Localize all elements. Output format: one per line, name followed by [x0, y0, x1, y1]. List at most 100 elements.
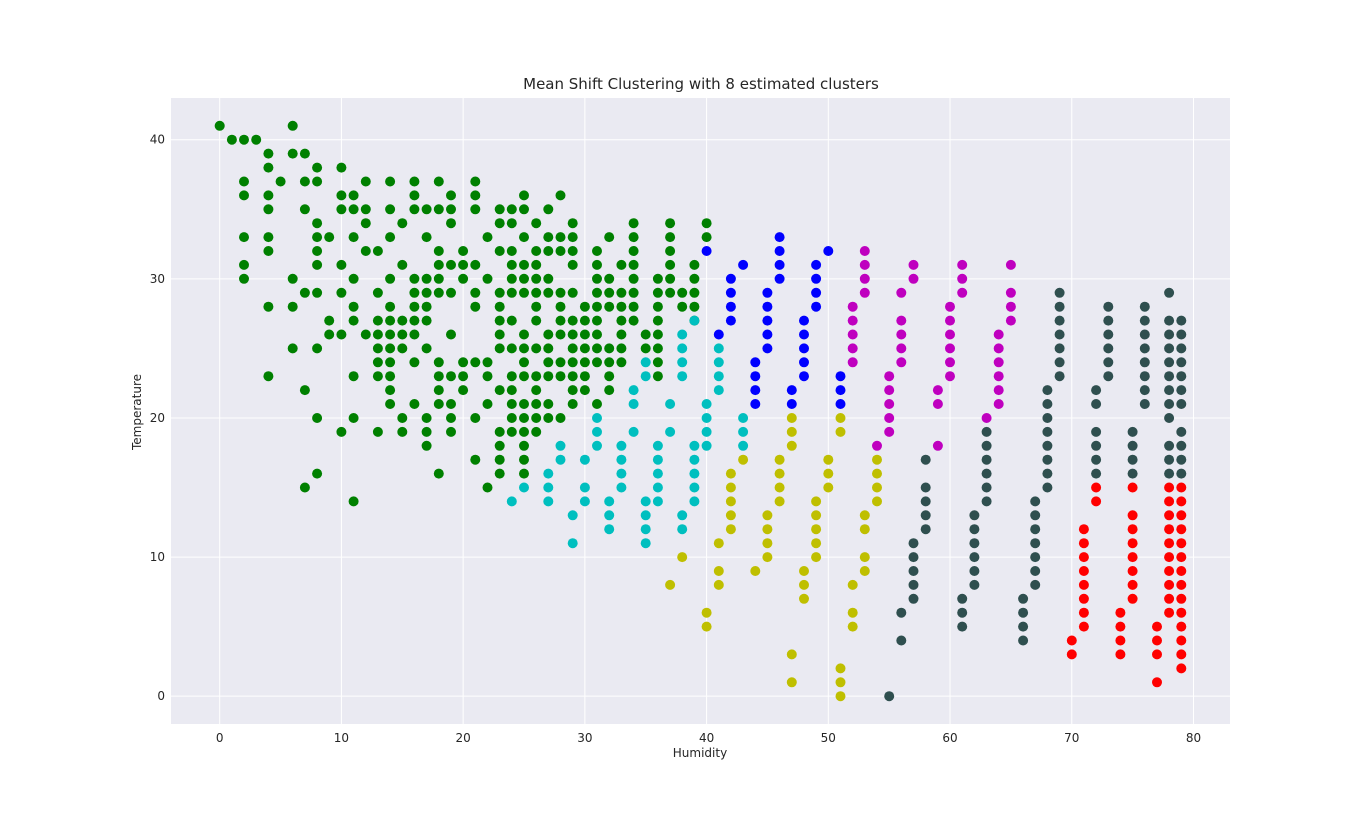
scatter-point — [519, 273, 529, 284]
scatter-point — [372, 343, 383, 354]
scatter-point — [421, 273, 432, 284]
scatter-point — [762, 287, 773, 298]
scatter-point — [531, 385, 542, 396]
scatter-point — [531, 273, 542, 284]
scatter-point — [470, 190, 481, 201]
scatter-point — [725, 496, 736, 507]
scatter-point — [312, 232, 323, 243]
scatter-point — [299, 148, 310, 159]
scatter-point — [628, 246, 639, 256]
scatter-point — [738, 454, 749, 465]
scatter-point — [251, 134, 262, 145]
scatter-point — [616, 301, 627, 312]
scatter-point — [1005, 287, 1016, 298]
scatter-point — [652, 440, 663, 451]
scatter-point — [616, 287, 627, 298]
scatter-point — [531, 371, 542, 382]
scatter-point — [689, 482, 700, 493]
scatter-point — [811, 301, 822, 312]
scatter-point — [1164, 371, 1175, 382]
scatter-point — [1176, 593, 1187, 604]
scatter-point — [774, 232, 785, 243]
scatter-point — [263, 371, 274, 382]
scatter-point — [616, 343, 627, 354]
scatter-point — [604, 232, 615, 243]
scatter-point — [835, 426, 846, 437]
scatter-point — [1176, 635, 1187, 646]
scatter-point — [677, 343, 688, 354]
scatter-point — [348, 273, 359, 284]
scatter-point — [701, 399, 712, 409]
scatter-point — [725, 301, 736, 312]
scatter-point — [1066, 635, 1077, 646]
scatter-point — [677, 371, 688, 382]
scatter-point — [555, 371, 566, 382]
scatter-point — [799, 357, 809, 368]
scatter-point — [1164, 468, 1175, 479]
scatter-point — [409, 357, 420, 368]
scatter-point — [567, 343, 578, 354]
scatter-point — [896, 607, 907, 618]
scatter-point — [287, 343, 298, 354]
scatter-point — [1042, 385, 1053, 396]
scatter-point — [324, 232, 335, 243]
scatter-point — [1042, 440, 1053, 451]
scatter-point — [1005, 315, 1016, 326]
scatter-point — [908, 273, 919, 284]
scatter-point — [725, 524, 736, 535]
scatter-point — [409, 399, 420, 409]
scatter-point — [409, 287, 420, 298]
scatter-point — [312, 413, 323, 423]
scatter-point — [239, 190, 249, 201]
scatter-point — [433, 357, 444, 368]
scatter-point — [543, 329, 554, 340]
scatter-point — [494, 440, 505, 451]
scatter-point — [1091, 385, 1102, 396]
scatter-point — [701, 218, 712, 229]
scatter-point — [494, 204, 505, 215]
scatter-point — [1164, 482, 1175, 493]
scatter-point — [1103, 343, 1114, 354]
scatter-point — [433, 385, 444, 396]
scatter-point — [847, 607, 858, 618]
scatter-point — [519, 399, 529, 409]
scatter-point — [774, 246, 785, 256]
scatter-point — [385, 343, 396, 354]
scatter-point — [1176, 482, 1187, 493]
scatter-point — [397, 218, 408, 229]
x-tick-label: 10 — [334, 731, 349, 745]
scatter-point — [409, 190, 420, 201]
scatter-point — [1176, 371, 1187, 382]
scatter-point — [519, 371, 529, 382]
scatter-point — [555, 329, 566, 340]
scatter-point — [799, 579, 809, 590]
scatter-point — [446, 329, 456, 340]
scatter-point — [640, 538, 651, 549]
scatter-point — [397, 315, 408, 326]
scatter-point — [725, 287, 736, 298]
scatter-point — [470, 176, 481, 187]
scatter-point — [713, 343, 724, 354]
scatter-point — [543, 246, 554, 256]
scatter-point — [336, 162, 347, 173]
scatter-point — [555, 357, 566, 368]
scatter-point — [640, 524, 651, 535]
scatter-point — [1176, 552, 1187, 563]
scatter-point — [604, 357, 615, 368]
scatter-point — [799, 593, 809, 604]
scatter-point — [835, 385, 846, 396]
scatter-point — [372, 246, 383, 256]
scatter-point — [847, 301, 858, 312]
scatter-point — [555, 454, 566, 465]
scatter-point — [616, 454, 627, 465]
scatter-point — [372, 371, 383, 382]
scatter-point — [640, 357, 651, 368]
scatter-point — [421, 315, 432, 326]
scatter-point — [1127, 468, 1138, 479]
scatter-point — [409, 273, 420, 284]
scatter-point — [762, 524, 773, 535]
scatter-point — [689, 259, 700, 270]
x-tick-label: 30 — [577, 731, 592, 745]
scatter-point — [287, 273, 298, 284]
scatter-point — [750, 399, 761, 409]
